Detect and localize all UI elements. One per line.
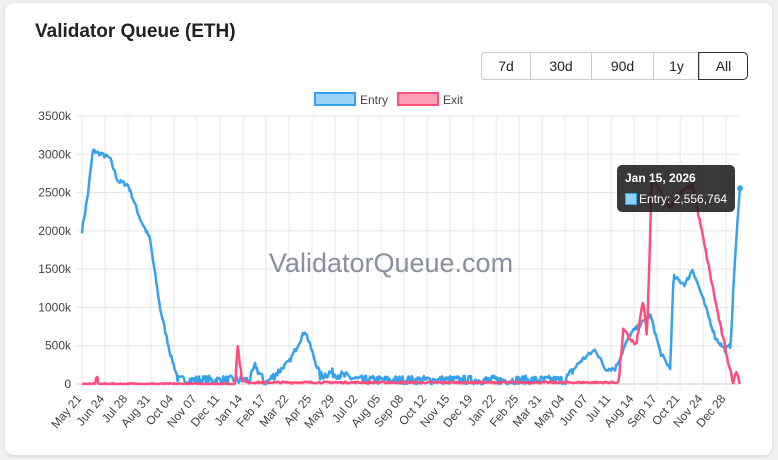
range-7d-button[interactable]: 7d xyxy=(482,53,530,79)
legend-entry-label[interactable]: Entry xyxy=(360,93,388,107)
tooltip-title: Jan 15, 2026 xyxy=(625,171,696,185)
range-30d-button[interactable]: 30d xyxy=(530,53,591,79)
hover-point[interactable] xyxy=(737,185,743,192)
tooltip: Jan 15, 2026 Entry: 2,556,764 xyxy=(617,165,735,212)
tooltip-entry-swatch xyxy=(625,193,637,205)
y-tick-label: 2500k xyxy=(38,186,72,200)
range-all-button[interactable]: All xyxy=(698,52,748,80)
y-tick-label: 3500k xyxy=(38,109,72,123)
series-line-entry xyxy=(80,148,742,386)
range-90d-button[interactable]: 90d xyxy=(591,53,653,79)
legend-entry-swatch[interactable] xyxy=(314,92,356,106)
watermark: ValidatorQueue.com xyxy=(269,248,513,278)
y-tick-label: 0 xyxy=(64,377,71,391)
series-line-exit xyxy=(81,175,742,386)
legend-exit-swatch[interactable] xyxy=(397,92,439,106)
y-tick-label: 2000k xyxy=(38,224,72,238)
legend-exit-label[interactable]: Exit xyxy=(443,93,464,107)
y-tick-label: 3000k xyxy=(38,147,72,161)
range-selector: 7d 30d 90d 1y All xyxy=(481,52,748,80)
y-tick-label: 1500k xyxy=(38,262,72,276)
y-tick-label: 1000k xyxy=(38,300,72,314)
page-title: Validator Queue (ETH) xyxy=(35,21,236,42)
tooltip-value: Entry: 2,556,764 xyxy=(639,192,728,206)
y-tick-label: 500k xyxy=(45,339,72,353)
range-1y-button[interactable]: 1y xyxy=(653,53,699,79)
